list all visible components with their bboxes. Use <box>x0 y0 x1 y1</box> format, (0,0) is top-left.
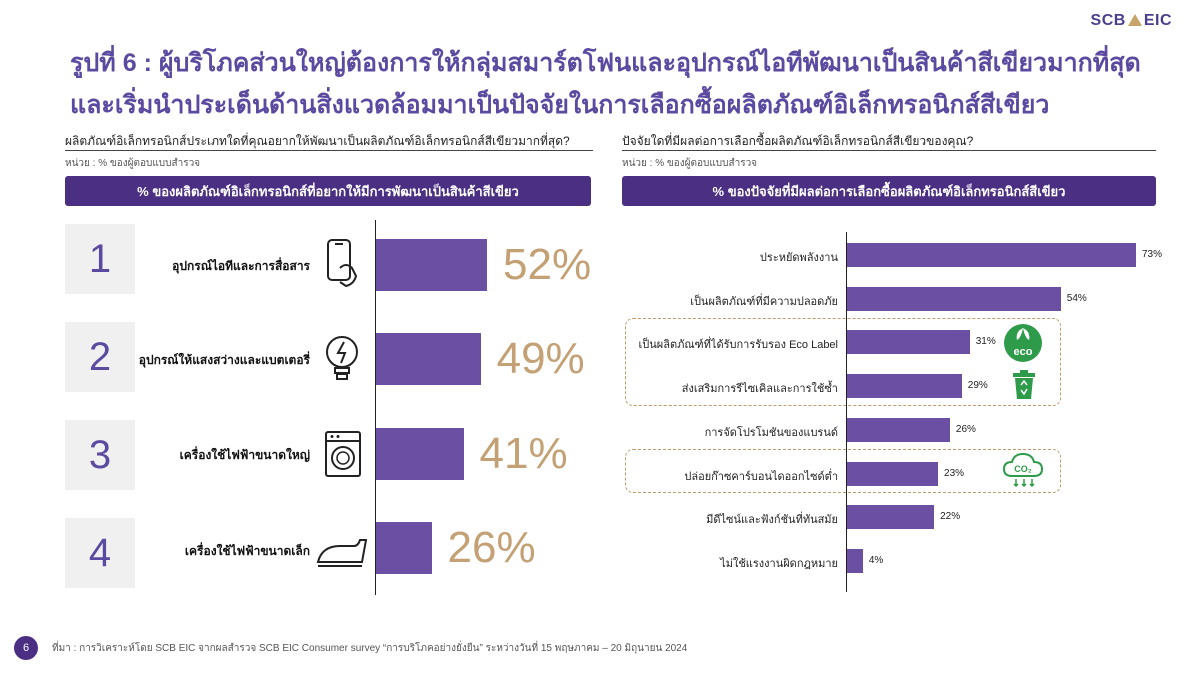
eco-icon-text: eco <box>1014 346 1033 358</box>
left-chart-axis <box>375 220 376 595</box>
right-bar-5 <box>847 417 950 442</box>
rank-box-4: 4 <box>65 518 135 588</box>
logo-text-scb: SCB <box>1090 12 1126 29</box>
right-category-label-5: การจัดโปรโมชันของแบรนด์ <box>704 426 838 439</box>
right-category-label-4: ส่งเสริมการรีไซเคิลและการใช้ซ้ำ <box>681 383 838 396</box>
logo-triangle-icon <box>1127 14 1142 26</box>
title-line-1: รูปที่ 6 : ผู้บริโภคส่วนใหญ่ต้องการให้กล… <box>70 49 1141 77</box>
right-bar-6 <box>847 461 939 486</box>
left-bar-2 <box>376 333 481 385</box>
highlight-box-eco <box>625 318 1061 406</box>
right-chart-axis <box>846 232 847 592</box>
right-value-label-6: 23% <box>944 467 965 479</box>
eco-label-icon: eco <box>1004 324 1042 362</box>
right-banner: % ของปัจจัยที่มีผลต่อการเลือกซื้อผลิตภัณ… <box>622 176 1156 206</box>
right-value-label-3: 31% <box>975 336 996 348</box>
highlight-box-co2 <box>625 449 1061 493</box>
left-value-label-3: 41% <box>479 429 568 478</box>
rank-box-3: 3 <box>65 420 135 490</box>
right-bar-3 <box>847 330 970 355</box>
left-category-label-4: เครื่องใช้ไฟฟ้าขนาดเล็ก <box>184 544 310 558</box>
co2-icon-text: CO₂ <box>1014 464 1032 474</box>
right-category-label-1: ประหยัดพลังงาน <box>759 252 838 264</box>
left-unit: หน่วย : % ของผู้ตอบแบบสำรวจ <box>65 158 201 169</box>
right-question: ปัจจัยใดที่มีผลต่อการเลือกซื้อผลิตภัณฑ์อ… <box>622 134 974 148</box>
washing-machine-icon <box>325 431 361 477</box>
left-value-label-2: 49% <box>496 334 585 383</box>
left-bar-1 <box>376 239 487 291</box>
right-bar-1 <box>847 243 1136 267</box>
left-bar-3 <box>376 428 464 480</box>
right-bar-4 <box>847 374 962 399</box>
left-banner: % ของผลิตภัณฑ์อิเล็กทรอนิกส์ที่อยากให้มี… <box>65 176 591 206</box>
right-divider <box>622 150 1156 151</box>
right-value-label-8: 4% <box>868 554 884 566</box>
right-bar-2 <box>847 286 1061 311</box>
right-category-label-6: ปล่อยก๊าซคาร์บอนไดออกไซด์ต่ำ <box>684 470 838 483</box>
smartphone-icon <box>327 239 358 288</box>
left-value-label-1: 52% <box>503 240 592 289</box>
right-value-label-7: 22% <box>940 511 961 523</box>
source-note: ที่มา : การวิเคราะห์โดย SCB EIC จากผลสำร… <box>52 643 688 654</box>
right-category-label-3: เป็นผลิตภัณฑ์ที่ได้รับการรับรอง Eco Labe… <box>638 339 839 352</box>
lightbulb-icon <box>326 336 358 380</box>
right-bar-8 <box>847 548 863 573</box>
rank-box-2: 2 <box>65 322 135 392</box>
title-line-2: และเริ่มนำประเด็นด้านสิ่งแวดล้อมมาเป็นปั… <box>70 91 1050 119</box>
right-category-label-8: ไม่ใช้แรงงานผิดกฎหมาย <box>720 557 838 570</box>
right-category-label-2: เป็นผลิตภัณฑ์ที่มีความปลอดภัย <box>690 295 838 308</box>
co2-cloud-icon: CO₂ <box>1002 452 1044 488</box>
left-bar-4 <box>376 522 432 574</box>
left-divider <box>65 150 593 151</box>
left-category-label-3: เครื่องใช้ไฟฟ้าขนาดใหญ่ <box>179 448 310 462</box>
recycle-bin-icon <box>1013 370 1035 399</box>
logo-text-eic: EIC <box>1143 12 1172 29</box>
page-number: 6 <box>14 636 38 660</box>
scb-eic-logo: SCB EIC <box>1091 12 1172 30</box>
left-value-label-4: 26% <box>447 523 536 572</box>
rank-box-1: 1 <box>65 224 135 294</box>
left-category-label-1: อุปกรณ์ไอทีและการสื่อสาร <box>172 259 310 273</box>
right-value-label-1: 73% <box>1142 249 1163 260</box>
right-value-label-4: 29% <box>967 380 988 392</box>
right-category-label-7: มีดีไซน์และฟังก์ชันที่ทันสมัย <box>706 514 838 527</box>
right-value-label-2: 54% <box>1066 292 1087 304</box>
right-bar-7 <box>847 505 935 530</box>
left-category-label-2: อุปกรณ์ให้แสงสว่างและแบตเตอรี่ <box>138 353 310 367</box>
right-value-label-5: 26% <box>955 423 976 435</box>
right-unit: หน่วย : % ของผู้ตอบแบบสำรวจ <box>622 158 758 169</box>
page-title: รูปที่ 6 : ผู้บริโภคส่วนใหญ่ต้องการให้กล… <box>70 42 1150 126</box>
iron-icon <box>316 539 368 567</box>
left-question: ผลิตภัณฑ์อิเล็กทรอนิกส์ประเภทใดที่คุณอยา… <box>65 134 570 148</box>
